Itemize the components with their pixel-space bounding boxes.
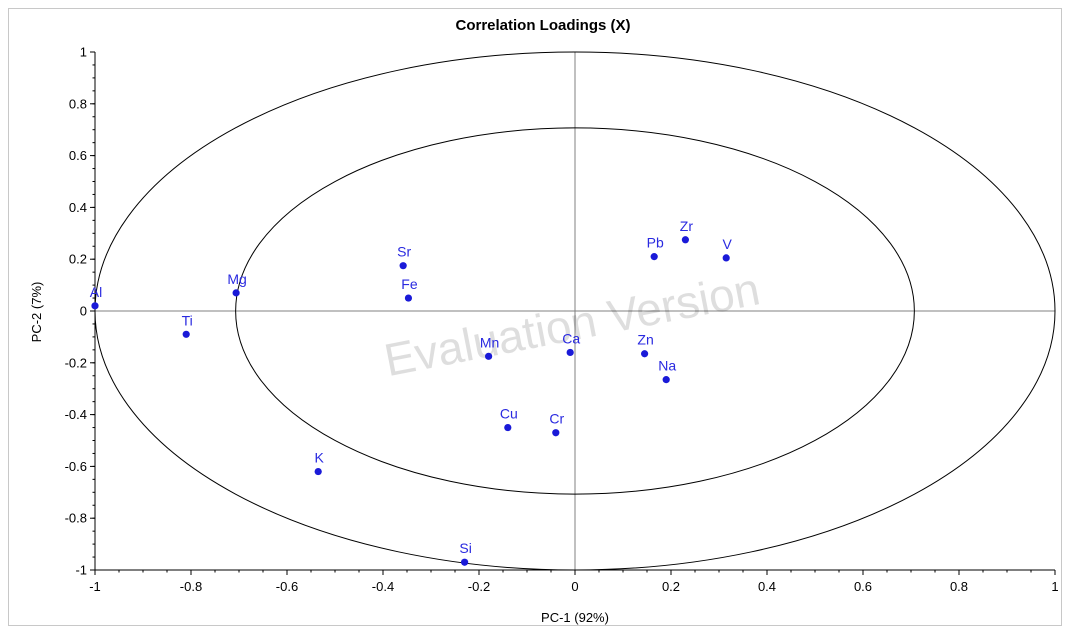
x-tick-label: 0.2: [662, 579, 680, 594]
y-tick-label: -0.6: [65, 459, 87, 474]
point-label-cu: Cu: [500, 406, 518, 422]
y-tick-label: 1: [80, 45, 87, 60]
x-tick-label: 0.6: [854, 579, 872, 594]
point-label-k: K: [315, 450, 325, 466]
y-tick-label: -1: [75, 563, 87, 578]
point-label-ca: Ca: [562, 330, 580, 346]
y-tick-label: -0.4: [65, 407, 87, 422]
point-na: [662, 376, 670, 384]
point-label-fe: Fe: [401, 276, 418, 292]
point-fe: [404, 294, 413, 302]
point-si: [461, 558, 469, 566]
x-tick-label: -0.2: [468, 579, 490, 594]
point-label-zr: Zr: [680, 218, 694, 234]
point-mn: [485, 352, 493, 360]
y-axis-label: PC-2 (7%): [29, 282, 44, 343]
x-tick-label: -0.4: [372, 579, 394, 594]
point-zn: [641, 350, 649, 358]
x-tick-label: 0.4: [758, 579, 776, 594]
point-label-v: V: [723, 236, 733, 252]
point-cr: [552, 429, 560, 437]
point-pb: [650, 253, 658, 261]
chart-frame: [8, 8, 1062, 626]
chart-title: Correlation Loadings (X): [455, 17, 630, 34]
y-tick-label: 0.8: [69, 96, 87, 111]
point-ca: [566, 348, 574, 357]
y-tick-label: 0: [80, 304, 87, 319]
y-tick-label: 0.4: [69, 200, 87, 215]
point-k: [314, 467, 322, 476]
x-tick-label: 0: [571, 579, 578, 594]
x-tick-label: -1: [89, 579, 101, 594]
x-axis-label: PC-1 (92%): [541, 610, 609, 625]
y-tick-label: 0.2: [69, 252, 87, 267]
point-label-mn: Mn: [480, 334, 499, 350]
point-sr: [399, 262, 407, 270]
point-label-mg: Mg: [227, 271, 246, 287]
point-label-na: Na: [658, 358, 676, 374]
point-cu: [504, 423, 512, 432]
y-tick-label: -0.2: [65, 355, 87, 370]
point-ti: [182, 330, 190, 338]
point-label-al: Al: [90, 284, 102, 300]
point-label-ti: Ti: [182, 312, 193, 328]
inner-correlation-circle: [235, 127, 915, 495]
x-tick-label: 1: [1051, 579, 1058, 594]
point-label-pb: Pb: [647, 235, 664, 251]
x-tick-label: 0.8: [950, 579, 968, 594]
point-label-zn: Zn: [637, 332, 653, 348]
y-tick-label: -0.8: [65, 511, 87, 526]
x-tick-label: -0.8: [180, 579, 202, 594]
point-label-sr: Sr: [397, 244, 411, 260]
point-al: [91, 302, 99, 310]
evaluation-watermark: Evaluation Version: [380, 262, 764, 386]
point-zr: [681, 236, 690, 244]
point-v: [722, 254, 730, 262]
point-label-si: Si: [459, 540, 471, 556]
y-tick-label: 0.6: [69, 148, 87, 163]
point-label-cr: Cr: [549, 411, 564, 427]
point-mg: [232, 289, 240, 297]
x-tick-label: -0.6: [276, 579, 298, 594]
